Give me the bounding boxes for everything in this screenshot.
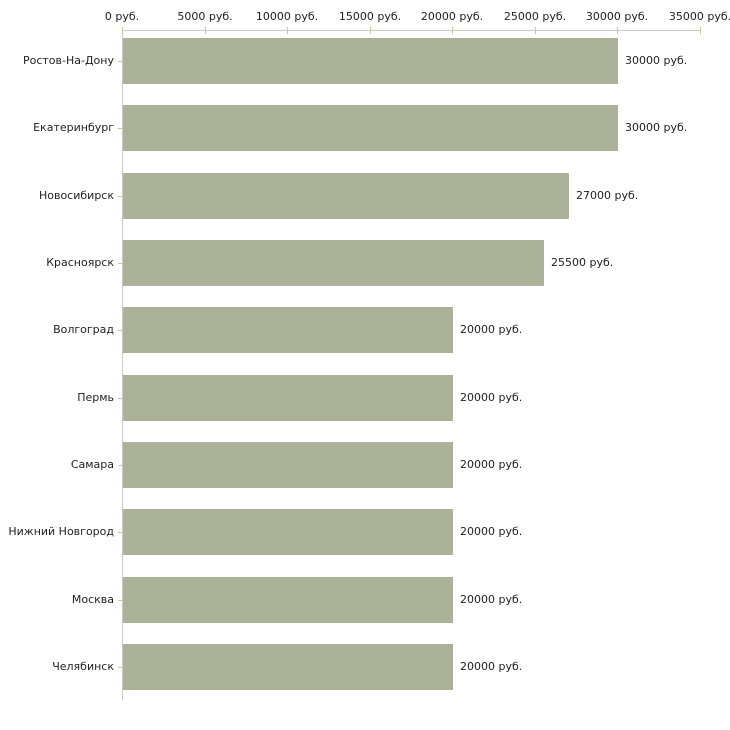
x-tick-label: 20000 руб. [420,10,484,23]
x-tick-mark [452,27,453,34]
y-axis-line [122,30,123,700]
x-tick-label: 10000 руб. [255,10,319,23]
bar [123,577,453,623]
category-label: Екатеринбург [33,121,114,134]
bar [123,644,453,690]
category-label: Москва [71,593,114,606]
category-label: Челябинск [52,660,114,673]
category-tick-mark [118,263,122,264]
value-label: 25500 руб. [551,256,614,269]
bar [123,442,453,488]
value-label: 20000 руб. [460,458,523,471]
x-tick-label: 0 руб. [104,10,140,23]
x-axis-line [122,30,700,31]
category-tick-mark [118,196,122,197]
category-tick-mark [118,465,122,466]
bar [123,38,618,84]
category-label: Самара [70,458,114,471]
x-tick-mark [700,27,701,34]
bar [123,307,453,353]
x-tick-label: 25000 руб. [503,10,567,23]
category-label: Нижний Новгород [8,525,114,538]
category-label: Волгоград [53,323,114,336]
category-tick-mark [118,667,122,668]
value-label: 20000 руб. [460,660,523,673]
value-label: 30000 руб. [625,121,688,134]
bar [123,240,544,286]
category-label: Красноярск [46,256,114,269]
category-tick-mark [118,330,122,331]
value-label: 20000 руб. [460,593,523,606]
x-tick-label: 5000 руб. [177,10,233,23]
x-tick-mark [370,27,371,34]
x-tick-label: 30000 руб. [585,10,649,23]
value-label: 20000 руб. [460,391,523,404]
x-tick-mark [535,27,536,34]
x-tick-mark [205,27,206,34]
x-tick-mark [122,27,123,34]
x-tick-label: 15000 руб. [338,10,402,23]
value-label: 20000 руб. [460,323,523,336]
x-tick-mark [617,27,618,34]
bar [123,509,453,555]
category-tick-mark [118,532,122,533]
bar [123,375,453,421]
bar [123,173,569,219]
category-tick-mark [118,61,122,62]
x-tick-label: 35000 руб. [668,10,730,23]
value-label: 20000 руб. [460,525,523,538]
value-label: 30000 руб. [625,54,688,67]
category-label: Новосибирск [38,189,114,202]
category-label: Ростов-На-Дону [22,54,114,67]
category-label: Пермь [77,391,114,404]
category-tick-mark [118,128,122,129]
category-tick-mark [118,398,122,399]
value-label: 27000 руб. [576,189,639,202]
x-tick-mark [287,27,288,34]
bar [123,105,618,151]
category-tick-mark [118,600,122,601]
